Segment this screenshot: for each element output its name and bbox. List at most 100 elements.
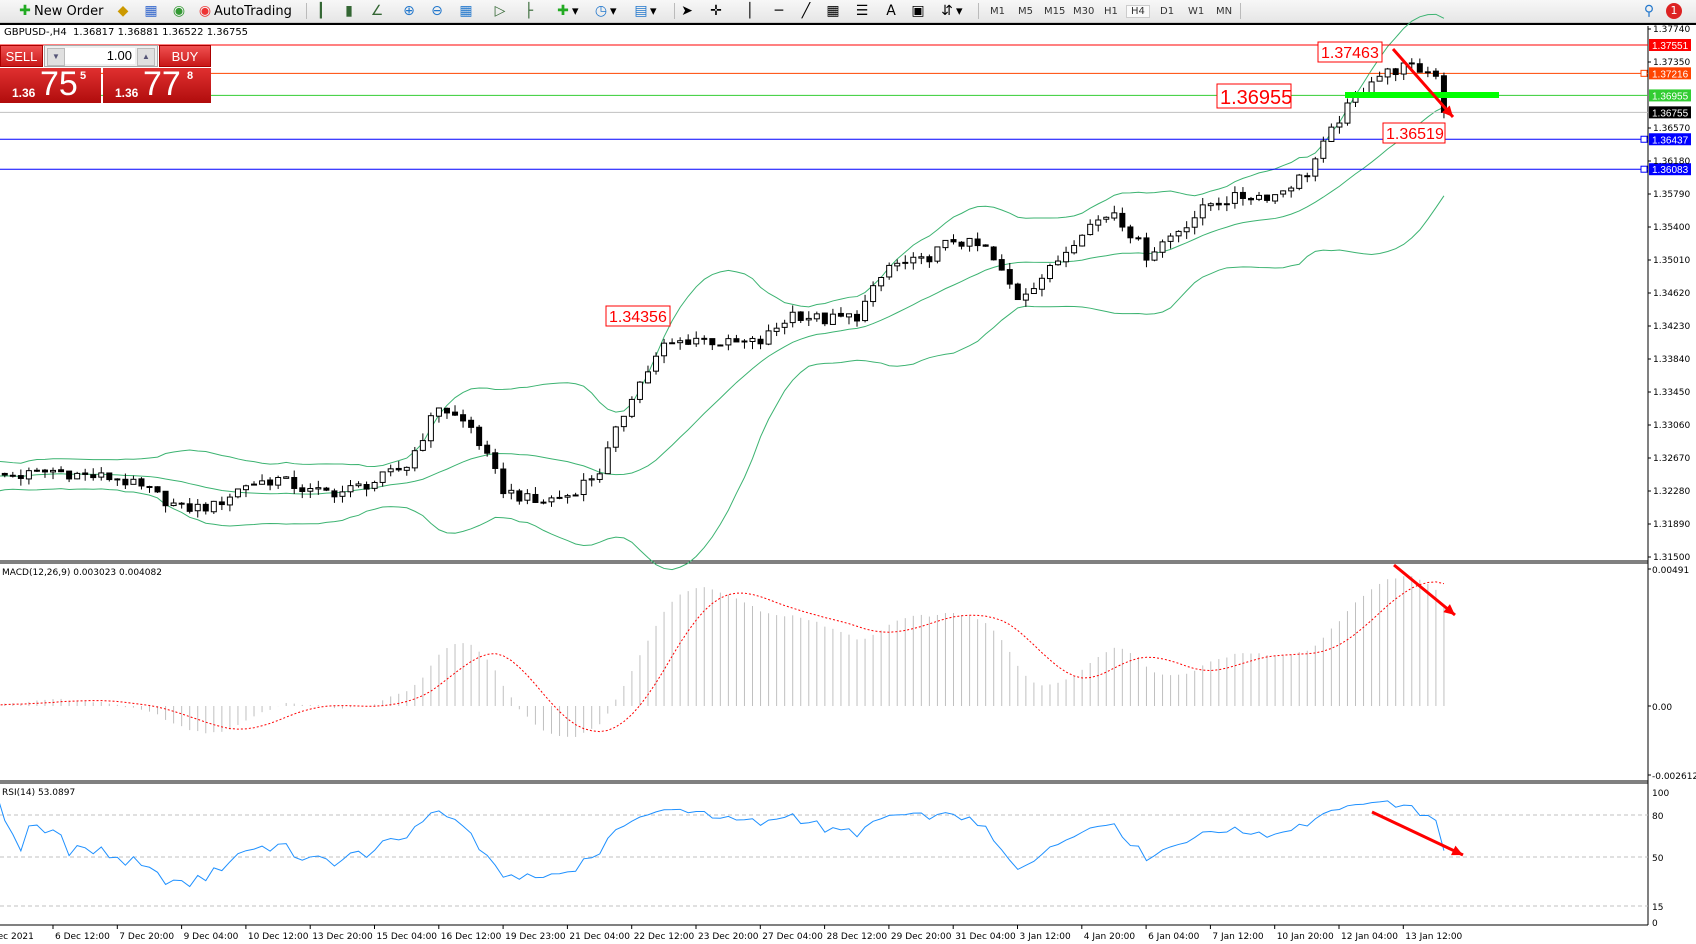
market-watch-button[interactable]: ▦ xyxy=(142,1,160,21)
lot-decrease-button[interactable]: ▼ xyxy=(47,48,65,66)
candle xyxy=(1191,210,1198,235)
indicators-button[interactable]: ✚ ▾ xyxy=(554,1,578,21)
candle-body xyxy=(821,312,828,325)
candle-body xyxy=(934,246,941,262)
new-order-button[interactable]: ✚ New Order xyxy=(16,1,103,21)
candle xyxy=(419,433,426,452)
fibonacci-button[interactable]: ☰ xyxy=(853,1,871,21)
cursor-button[interactable]: ➤ xyxy=(678,1,696,21)
notifications-button[interactable]: 1 xyxy=(1666,1,1682,21)
arrow-head xyxy=(1441,105,1453,117)
lot-increase-button[interactable]: ▲ xyxy=(137,48,155,66)
candle-body xyxy=(66,470,73,480)
autoscroll-button[interactable]: ▷ xyxy=(491,1,509,21)
candle-body xyxy=(572,494,579,497)
line-chart-button[interactable]: ∠ xyxy=(368,1,386,21)
text-button[interactable]: A xyxy=(882,1,900,21)
candle xyxy=(990,246,997,261)
buy-price-button[interactable]: 1.36 77 8 xyxy=(103,65,211,103)
candle-body xyxy=(106,472,113,481)
timeframe-m30[interactable]: M30 xyxy=(1073,6,1095,17)
lot-size-stepper[interactable]: ▼ 1.00 ▲ xyxy=(44,45,158,67)
candle xyxy=(1183,221,1190,239)
trendline-button[interactable]: ╱ xyxy=(797,1,815,21)
candle xyxy=(773,322,780,337)
candle xyxy=(669,338,676,345)
channel-button[interactable]: ▦ xyxy=(824,1,842,21)
tile-windows-button[interactable]: ▦ xyxy=(457,1,475,21)
sell-button[interactable]: SELL xyxy=(0,45,43,67)
cursor-icon: ➤ xyxy=(681,3,693,19)
candle-body xyxy=(982,244,989,247)
vertical-line-button[interactable]: │ xyxy=(741,1,759,21)
timeframe-h4[interactable]: H4 xyxy=(1126,1,1150,21)
timeframe-m15[interactable]: M15 xyxy=(1044,6,1066,17)
periods-button[interactable]: ◷ ▾ xyxy=(592,1,617,21)
candle-body xyxy=(733,338,740,343)
candle-chart-button[interactable]: ▮ xyxy=(340,1,358,21)
candle xyxy=(234,488,241,499)
candle-body xyxy=(500,468,507,495)
zoom-in-button[interactable]: ⊕ xyxy=(400,1,418,21)
candle xyxy=(765,324,772,346)
crosshair-button[interactable]: ✛ xyxy=(707,1,725,21)
candle-body xyxy=(1103,216,1110,220)
candle-body xyxy=(1416,63,1423,73)
sell-price-button[interactable]: 1.36 75 5 xyxy=(0,65,101,103)
candle xyxy=(33,467,40,473)
horizontal-line-button[interactable]: ─ xyxy=(770,1,788,21)
candle-body xyxy=(331,490,338,498)
time-tick-label: 6 Jan 04:00 xyxy=(1148,932,1200,942)
signals-button[interactable]: ◉ xyxy=(170,1,188,21)
lot-size-input[interactable]: 1.00 xyxy=(65,48,135,64)
candle-body xyxy=(862,300,869,322)
timeframe-mn[interactable]: MN xyxy=(1216,6,1233,17)
candle xyxy=(186,498,193,514)
arrow-shaft xyxy=(1391,48,1455,118)
timeframe-m1[interactable]: M1 xyxy=(990,6,1005,17)
price-annotation-label: 1.36955 xyxy=(1220,87,1292,109)
search-button[interactable]: ⚲ xyxy=(1640,1,1658,21)
macd-tick-label: 0.00491 xyxy=(1652,566,1689,576)
zoom-out-button[interactable]: ⊖ xyxy=(428,1,446,21)
candle-body xyxy=(588,478,595,481)
arrows-button[interactable]: ⇵ ▾ xyxy=(938,1,962,21)
candle xyxy=(934,246,941,264)
candle-body xyxy=(323,487,330,491)
candle-body xyxy=(138,478,145,487)
candle xyxy=(363,481,370,497)
chart-shift-button[interactable]: ├ xyxy=(520,1,538,21)
templates-button[interactable]: ▤ ▾ xyxy=(632,1,656,21)
candle-body xyxy=(25,470,32,480)
indicators-icon: ✚ xyxy=(557,3,569,19)
candle xyxy=(226,493,233,512)
timeframe-d1[interactable]: D1 xyxy=(1160,6,1175,17)
candle-body xyxy=(1191,217,1198,228)
candle-body xyxy=(468,419,475,428)
autotrading-button[interactable]: ◉ AutoTrading xyxy=(196,1,292,21)
text-label-button[interactable]: ▣ xyxy=(909,1,927,21)
bar-chart-button[interactable]: ┃ xyxy=(312,1,330,21)
separator xyxy=(978,3,979,19)
time-tick-label: 15 Dec 04:00 xyxy=(377,932,438,942)
candle-body xyxy=(411,450,418,469)
candle xyxy=(950,234,957,245)
timeframe-w1[interactable]: W1 xyxy=(1188,6,1205,17)
candle xyxy=(1256,191,1263,202)
candle xyxy=(781,319,788,335)
timeframe-m5[interactable]: M5 xyxy=(1018,6,1033,17)
candle xyxy=(162,490,169,513)
metaeditor-button[interactable]: ◆ xyxy=(114,1,132,21)
candle xyxy=(251,481,258,486)
buy-button[interactable]: BUY xyxy=(159,45,211,67)
candle-body xyxy=(186,503,193,512)
candle xyxy=(106,472,113,482)
time-tick-label: 10 Jan 20:00 xyxy=(1277,932,1334,942)
ohlc-high: 1.36881 xyxy=(117,27,159,38)
candle-body xyxy=(564,495,571,498)
candle-body xyxy=(813,313,820,320)
timeframe-h1[interactable]: H1 xyxy=(1104,6,1118,17)
candle-body xyxy=(516,490,523,502)
price-line-label-bg xyxy=(1649,133,1691,146)
